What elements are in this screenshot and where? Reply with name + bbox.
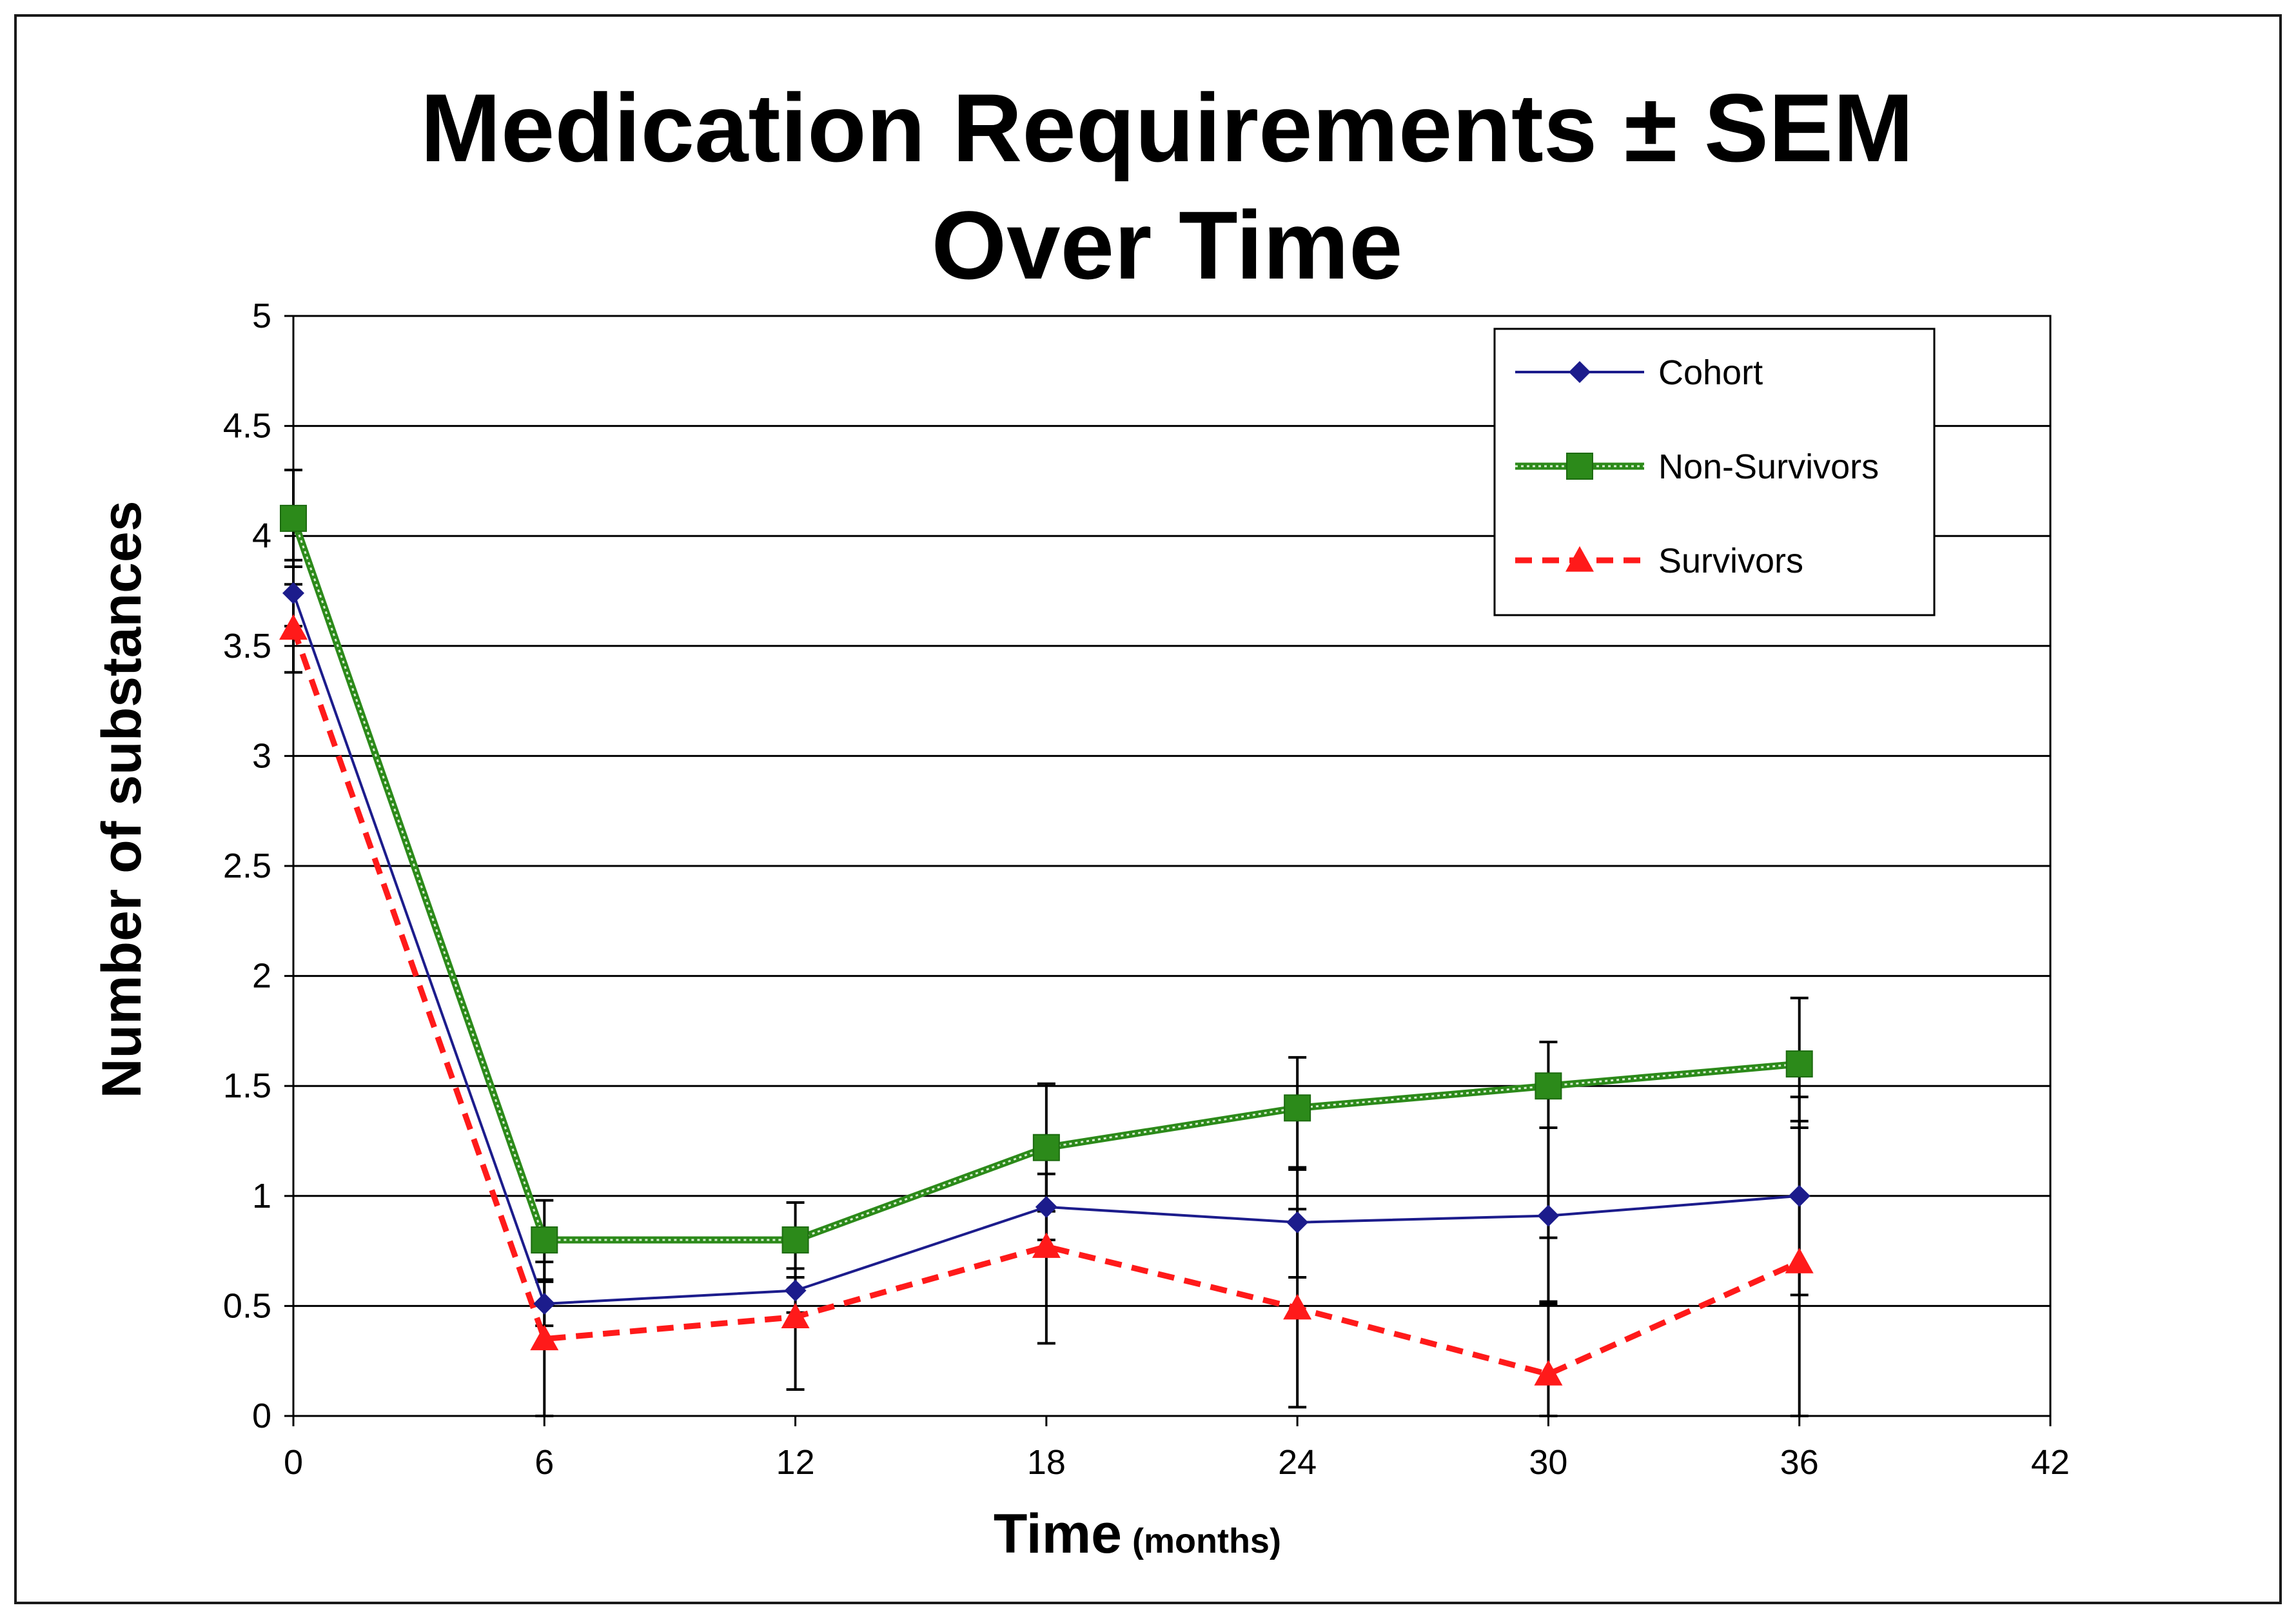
legend-entry-survivors: Survivors [1515,542,1803,580]
data-point-cohort [533,1292,556,1315]
y-tick-label: 0.5 [223,1286,271,1325]
data-point-cohort [282,582,304,604]
legend-entry-cohort: Cohort [1515,353,1763,392]
chart-title-line-1: Medication Requirements ± SEM [420,74,1914,182]
data-point-non-survivors [1535,1072,1562,1100]
x-tick-label: 12 [776,1443,815,1482]
data-point-cohort [1788,1184,1810,1207]
x-tick-label: 30 [1529,1443,1567,1482]
data-point-survivors [279,614,308,640]
y-tick-label: 0 [252,1397,271,1435]
y-tick-label: 1.5 [223,1066,271,1105]
x-tick-label: 24 [1278,1443,1317,1482]
y-axis-label: Number of substances [91,500,153,1098]
data-point-non-survivors [531,1226,558,1254]
x-axis-unit: (months) [1132,1522,1281,1560]
legend-label-cohort: Cohort [1658,353,1763,392]
y-tick-label: 3.5 [223,627,271,665]
y-tick-label: 1 [252,1177,271,1215]
data-point-survivors [1283,1293,1312,1320]
chart-title-line-2: Over Time [932,191,1403,299]
y-tick-label: 4.5 [223,407,271,446]
legend-label-survivors: Survivors [1658,542,1803,580]
data-point-non-survivors [1785,1050,1813,1078]
series-markers [279,504,1814,1386]
x-tick-label: 42 [2031,1443,2070,1482]
data-point-cohort [1035,1195,1057,1218]
data-point-survivors [1785,1248,1814,1273]
legend-marker-survivors [1565,546,1594,572]
data-point-cohort [1286,1211,1309,1233]
x-axis-label: Time [994,1503,1122,1565]
x-axis-ticks: 0 6 12 18 24 30 36 42 [284,1416,2070,1482]
legend-entry-non-survivors: Non-Survivors [1515,447,1879,486]
y-tick-label: 4 [252,516,271,555]
x-tick-label: 36 [1780,1443,1819,1482]
legend: Cohort Non-Survivors Survivors [1493,328,1936,616]
data-point-non-survivors [1032,1134,1060,1161]
data-point-survivors [781,1302,810,1329]
data-point-non-survivors [280,504,307,532]
legend-marker-cohort [1569,361,1591,383]
data-point-cohort [784,1279,807,1302]
legend-marker-non-survivors [1566,453,1593,480]
chart-frame [14,14,2282,1604]
y-tick-label: 5 [252,297,271,335]
x-tick-label: 0 [284,1443,303,1482]
data-point-survivors [1032,1232,1061,1258]
data-point-non-survivors [1284,1094,1311,1122]
y-tick-label: 3 [252,736,271,775]
data-point-survivors [1534,1360,1563,1386]
data-point-cohort [1537,1204,1560,1227]
x-tick-label: 18 [1027,1443,1066,1482]
error-bar [1539,1300,1558,1417]
data-point-non-survivors [781,1226,809,1254]
y-tick-label: 2.5 [223,847,271,885]
y-axis-ticks: 0 0.5 1 1.5 2 2.5 3 3.5 4 4.5 5 [223,297,293,1435]
data-point-survivors [530,1324,559,1351]
x-tick-label: 6 [535,1443,554,1482]
y-tick-label: 2 [252,957,271,996]
legend-label-non-survivors: Non-Survivors [1658,447,1879,486]
